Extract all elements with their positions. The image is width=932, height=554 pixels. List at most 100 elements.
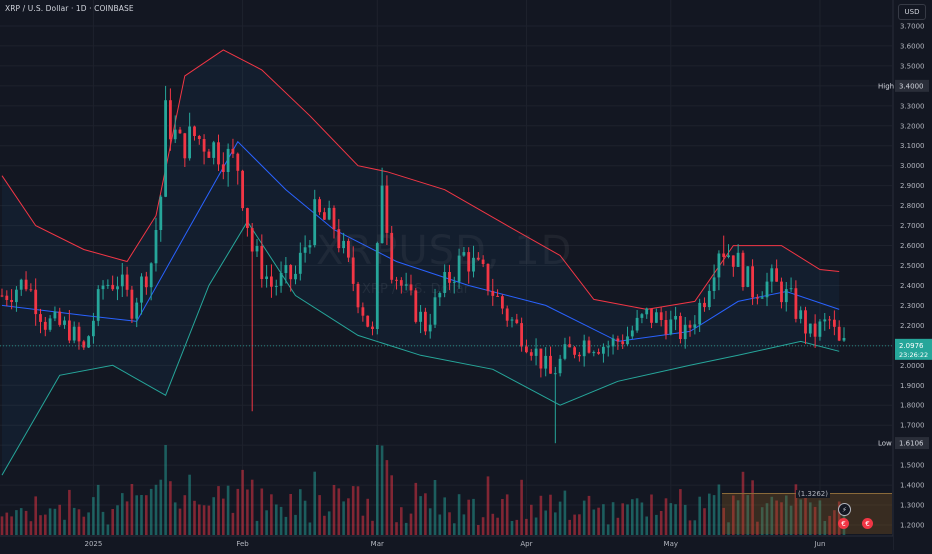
candle[interactable] <box>472 257 475 272</box>
candle[interactable] <box>549 355 552 374</box>
candle[interactable] <box>770 268 774 282</box>
candle[interactable] <box>476 257 480 260</box>
candle[interactable] <box>53 311 57 319</box>
candle[interactable] <box>265 276 268 280</box>
candle[interactable] <box>645 308 649 315</box>
candle[interactable] <box>77 326 81 342</box>
candle[interactable] <box>823 319 827 322</box>
candle[interactable] <box>390 232 394 280</box>
candle[interactable] <box>274 285 278 287</box>
candle[interactable] <box>515 319 519 324</box>
candle[interactable] <box>626 336 629 345</box>
candle[interactable] <box>616 338 620 342</box>
candle[interactable] <box>510 319 514 321</box>
candle[interactable] <box>683 324 687 340</box>
candle[interactable] <box>375 243 379 329</box>
candle[interactable] <box>169 100 172 140</box>
candle[interactable] <box>650 308 653 323</box>
candle[interactable] <box>573 347 576 355</box>
candle[interactable] <box>313 199 317 246</box>
candle[interactable] <box>298 252 302 274</box>
candle[interactable] <box>144 276 148 288</box>
candle[interactable] <box>226 148 230 172</box>
candle[interactable] <box>659 312 663 320</box>
candle[interactable] <box>318 199 321 213</box>
candle[interactable] <box>72 326 76 341</box>
candle[interactable] <box>741 252 745 287</box>
candle[interactable] <box>818 321 822 337</box>
candle[interactable] <box>289 265 293 280</box>
candle[interactable] <box>106 284 110 286</box>
candle[interactable] <box>563 344 567 359</box>
candle[interactable] <box>693 324 697 328</box>
candle[interactable] <box>703 302 706 308</box>
candle[interactable] <box>544 355 548 369</box>
candle[interactable] <box>419 311 422 322</box>
candle[interactable] <box>356 283 360 308</box>
candle[interactable] <box>188 126 191 159</box>
candle[interactable] <box>342 240 345 249</box>
candle[interactable] <box>101 285 105 290</box>
candle[interactable] <box>491 291 495 296</box>
candle[interactable] <box>173 129 177 140</box>
candle[interactable] <box>804 310 807 334</box>
candle[interactable] <box>587 340 591 353</box>
candle[interactable] <box>43 321 47 330</box>
candle[interactable] <box>731 255 735 267</box>
candle[interactable] <box>159 196 163 230</box>
candle[interactable] <box>154 230 158 264</box>
candle[interactable] <box>558 358 562 374</box>
candle[interactable] <box>501 296 504 309</box>
candle[interactable] <box>111 284 115 290</box>
currency-selector[interactable]: USD <box>898 4 926 20</box>
candle[interactable] <box>630 330 634 337</box>
candle[interactable] <box>448 272 451 283</box>
candle[interactable] <box>241 170 244 209</box>
candle[interactable] <box>308 245 312 248</box>
candle[interactable] <box>409 284 413 291</box>
candle[interactable] <box>775 268 778 282</box>
candle[interactable] <box>236 153 240 171</box>
candle[interactable] <box>207 151 211 158</box>
candle[interactable] <box>212 142 216 158</box>
candle[interactable] <box>674 316 677 320</box>
candle[interactable] <box>246 208 249 228</box>
candle[interactable] <box>707 290 711 308</box>
candle[interactable] <box>606 346 610 348</box>
candle[interactable] <box>24 279 28 290</box>
candle[interactable] <box>438 293 442 298</box>
candle[interactable] <box>221 164 225 172</box>
candle[interactable] <box>279 273 283 286</box>
candle[interactable] <box>164 100 167 197</box>
candle[interactable] <box>505 308 509 321</box>
candle[interactable] <box>727 255 730 257</box>
candle[interactable] <box>828 319 831 321</box>
candle[interactable] <box>197 136 201 139</box>
candle[interactable] <box>371 326 374 329</box>
candle[interactable] <box>395 279 398 281</box>
candle[interactable] <box>87 336 90 348</box>
candle[interactable] <box>640 314 644 318</box>
candle[interactable] <box>380 185 384 244</box>
candle[interactable] <box>751 266 754 298</box>
candle[interactable] <box>481 259 485 264</box>
candle[interactable] <box>48 318 52 330</box>
candle[interactable] <box>332 207 336 230</box>
candle[interactable] <box>5 295 9 300</box>
candle[interactable] <box>760 297 764 299</box>
candle[interactable] <box>813 323 817 337</box>
candle[interactable] <box>116 286 119 290</box>
candle[interactable] <box>19 279 23 290</box>
candle[interactable] <box>0 295 4 297</box>
candle[interactable] <box>808 323 812 334</box>
candle[interactable] <box>125 274 129 290</box>
candle[interactable] <box>655 312 658 323</box>
candle[interactable] <box>539 348 543 369</box>
candle[interactable] <box>635 317 639 331</box>
candle[interactable] <box>698 302 702 325</box>
candle[interactable] <box>255 246 259 252</box>
candle[interactable] <box>736 252 740 267</box>
candle[interactable] <box>679 316 682 339</box>
candle[interactable] <box>722 253 726 258</box>
candle[interactable] <box>520 323 523 347</box>
